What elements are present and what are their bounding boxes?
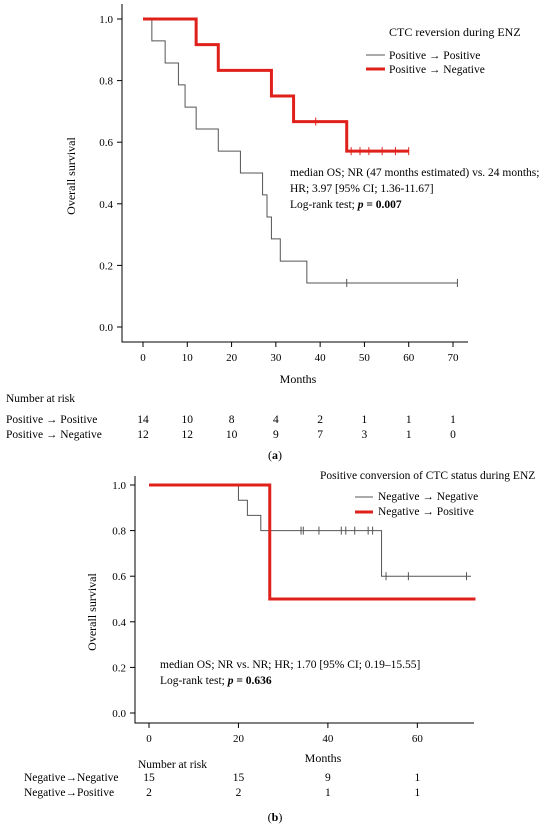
x-axis-b: 0 20 40 60 — [146, 723, 423, 745]
annotation-b-line1: median OS; NR vs. NR; HR; 1.70 [95% CI; … — [160, 659, 420, 671]
legend-a-label-pn: Positive → Negative — [389, 64, 485, 76]
legend-a: CTC reversion during ENZ Positive → Posi… — [366, 25, 521, 76]
risk-count: 15 — [233, 772, 245, 784]
survival-curve — [149, 484, 471, 577]
legend-b: Positive conversion of CTC status during… — [320, 470, 535, 518]
x-axis-label-b: Months — [305, 751, 342, 765]
risk-count: 10 — [226, 429, 238, 441]
x-tick-label: 40 — [322, 733, 334, 745]
risk-table-a-title: Number at risk — [6, 393, 75, 405]
y-tick-label: 0.2 — [112, 662, 126, 674]
risk-count: 7 — [317, 429, 323, 441]
survival-curve — [149, 483, 476, 601]
survival-curve — [143, 18, 458, 284]
y-tick-label: 1.0 — [99, 14, 113, 26]
x-tick-label: 70 — [448, 352, 460, 364]
y-tick-label: 0.6 — [99, 137, 113, 149]
risk-count: 4 — [273, 414, 279, 426]
risk-count: 1 — [406, 414, 412, 426]
legend-a-label-pp: Positive → Positive — [389, 50, 480, 62]
panel-label-a: (a) — [268, 448, 282, 462]
risk-table-a: Number at risk Positive → Positive Posit… — [6, 393, 456, 441]
panel-a: 0.00.20.40.60.81.0 0 10 20 30 40 50 60 70 Overa… — [6, 4, 539, 462]
y-axis-label-b: Overall survival — [85, 573, 99, 651]
series-b — [149, 483, 476, 601]
risk-count: 12 — [137, 429, 149, 441]
risk-count: 8 — [229, 414, 235, 426]
plot-a-frame — [121, 4, 468, 343]
y-tick-label: 0.2 — [99, 260, 113, 272]
risk-count: 2 — [236, 787, 242, 799]
annotation-a-line1: median OS; NR (47 months estimated) vs. … — [290, 167, 539, 179]
y-tick-label: 0.8 — [99, 76, 113, 88]
risk-count: 1 — [362, 414, 368, 426]
risk-table-b-row-label: Negative→Positive — [24, 787, 114, 799]
risk-count: 3 — [362, 429, 368, 441]
y-tick-label: 0.4 — [99, 199, 113, 211]
x-tick-label: 0 — [140, 352, 146, 364]
risk-table-b-row-label: Negative→Negative — [24, 772, 119, 784]
risk-count: 2 — [146, 787, 152, 799]
risk-count: 2 — [317, 414, 323, 426]
risk-count: 15 — [143, 772, 155, 784]
x-tick-label: 20 — [226, 352, 238, 364]
x-tick-label: 10 — [182, 352, 194, 364]
plot-b-frame — [134, 476, 474, 724]
legend-b-title: Positive conversion of CTC status during… — [320, 470, 535, 482]
risk-count: 1 — [414, 772, 420, 784]
panel-label-b: (b) — [268, 810, 283, 824]
legend-b-label-np: Negative → Positive — [378, 506, 474, 518]
x-tick-label: 0 — [146, 733, 152, 745]
x-axis-label-a: Months — [280, 372, 317, 386]
risk-count: 0 — [450, 429, 456, 441]
y-tick-label: 0.0 — [99, 322, 113, 334]
risk-count: 1 — [414, 787, 420, 799]
x-tick-label: 60 — [412, 733, 424, 745]
annotation-b-line3: Log-rank test; p = 0.636 — [160, 675, 272, 687]
x-axis-a: 0 10 20 30 40 50 60 70 — [140, 342, 459, 364]
y-tick-label: 0.0 — [112, 708, 126, 720]
risk-count: 1 — [325, 787, 331, 799]
y-tick-label: 0.6 — [112, 571, 126, 583]
y-axis-b: 0.0 0.2 0.4 0.6 0.8 1.0 — [112, 480, 135, 720]
x-tick-label: 30 — [270, 352, 282, 364]
risk-table-a-row-label: Positive → Negative — [6, 429, 102, 441]
risk-count: 9 — [273, 429, 279, 441]
survival-curve — [143, 17, 409, 153]
stats-annotation-a: median OS; NR (47 months estimated) vs. … — [290, 167, 539, 211]
risk-count: 1 — [450, 414, 456, 426]
stats-annotation-b: median OS; NR vs. NR; HR; 1.70 [95% CI; … — [160, 659, 420, 687]
risk-table-a-row-label: Positive → Positive — [6, 414, 97, 426]
legend-a-title: CTC reversion during ENZ — [389, 25, 521, 39]
risk-count: 12 — [182, 429, 194, 441]
annotation-a-line2: HR; 3.97 [95% CI; 1.36-11.67] — [290, 183, 434, 195]
panel-b: 0.0 0.2 0.4 0.6 0.8 1.0 0 20 40 60 Overall survi… — [24, 470, 535, 824]
x-tick-label: 20 — [233, 733, 245, 745]
risk-count: 14 — [137, 414, 149, 426]
risk-count: 9 — [325, 772, 331, 784]
legend-b-label-nn: Negative → Negative — [378, 491, 478, 503]
y-tick-label: 1.0 — [112, 480, 126, 492]
risk-count: 10 — [182, 414, 194, 426]
risk-count: 1 — [406, 429, 412, 441]
x-tick-label: 60 — [403, 352, 415, 364]
series-a — [143, 17, 458, 287]
y-axis-a: 0.0 0.2 0.4 0.6 0.8 1.0 — [99, 14, 122, 334]
y-tick-label: 0.8 — [112, 526, 126, 538]
risk-table-b: Number at risk Negative→Negative Negativ… — [24, 759, 420, 799]
x-tick-label: 50 — [359, 352, 371, 364]
x-tick-label: 40 — [315, 352, 327, 364]
y-axis-label-a: Overall survival — [64, 137, 78, 215]
risk-table-b-title: Number at risk — [138, 759, 207, 771]
y-tick-label: 0.4 — [112, 617, 126, 629]
annotation-a-line3: Log-rank test; p = 0.007 — [290, 199, 402, 211]
